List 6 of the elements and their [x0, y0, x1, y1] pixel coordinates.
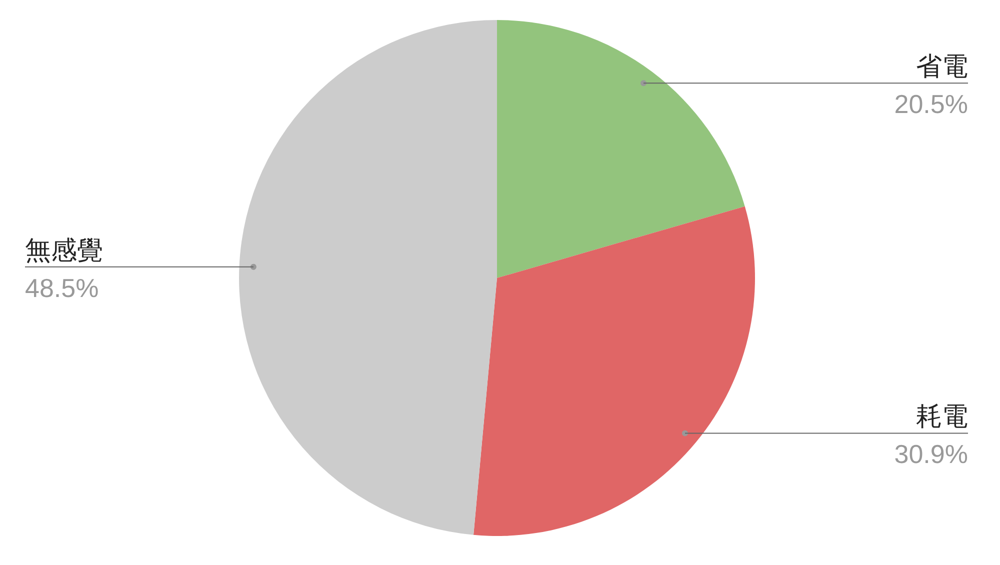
slice-label: 省電	[916, 52, 968, 82]
data-label: 30.9%	[894, 439, 968, 470]
data-label: 48.5%	[25, 272, 99, 303]
slice-label: 無感覺	[25, 236, 103, 266]
slice-label: 耗電	[916, 402, 968, 432]
data-label: 20.5%	[894, 89, 968, 120]
